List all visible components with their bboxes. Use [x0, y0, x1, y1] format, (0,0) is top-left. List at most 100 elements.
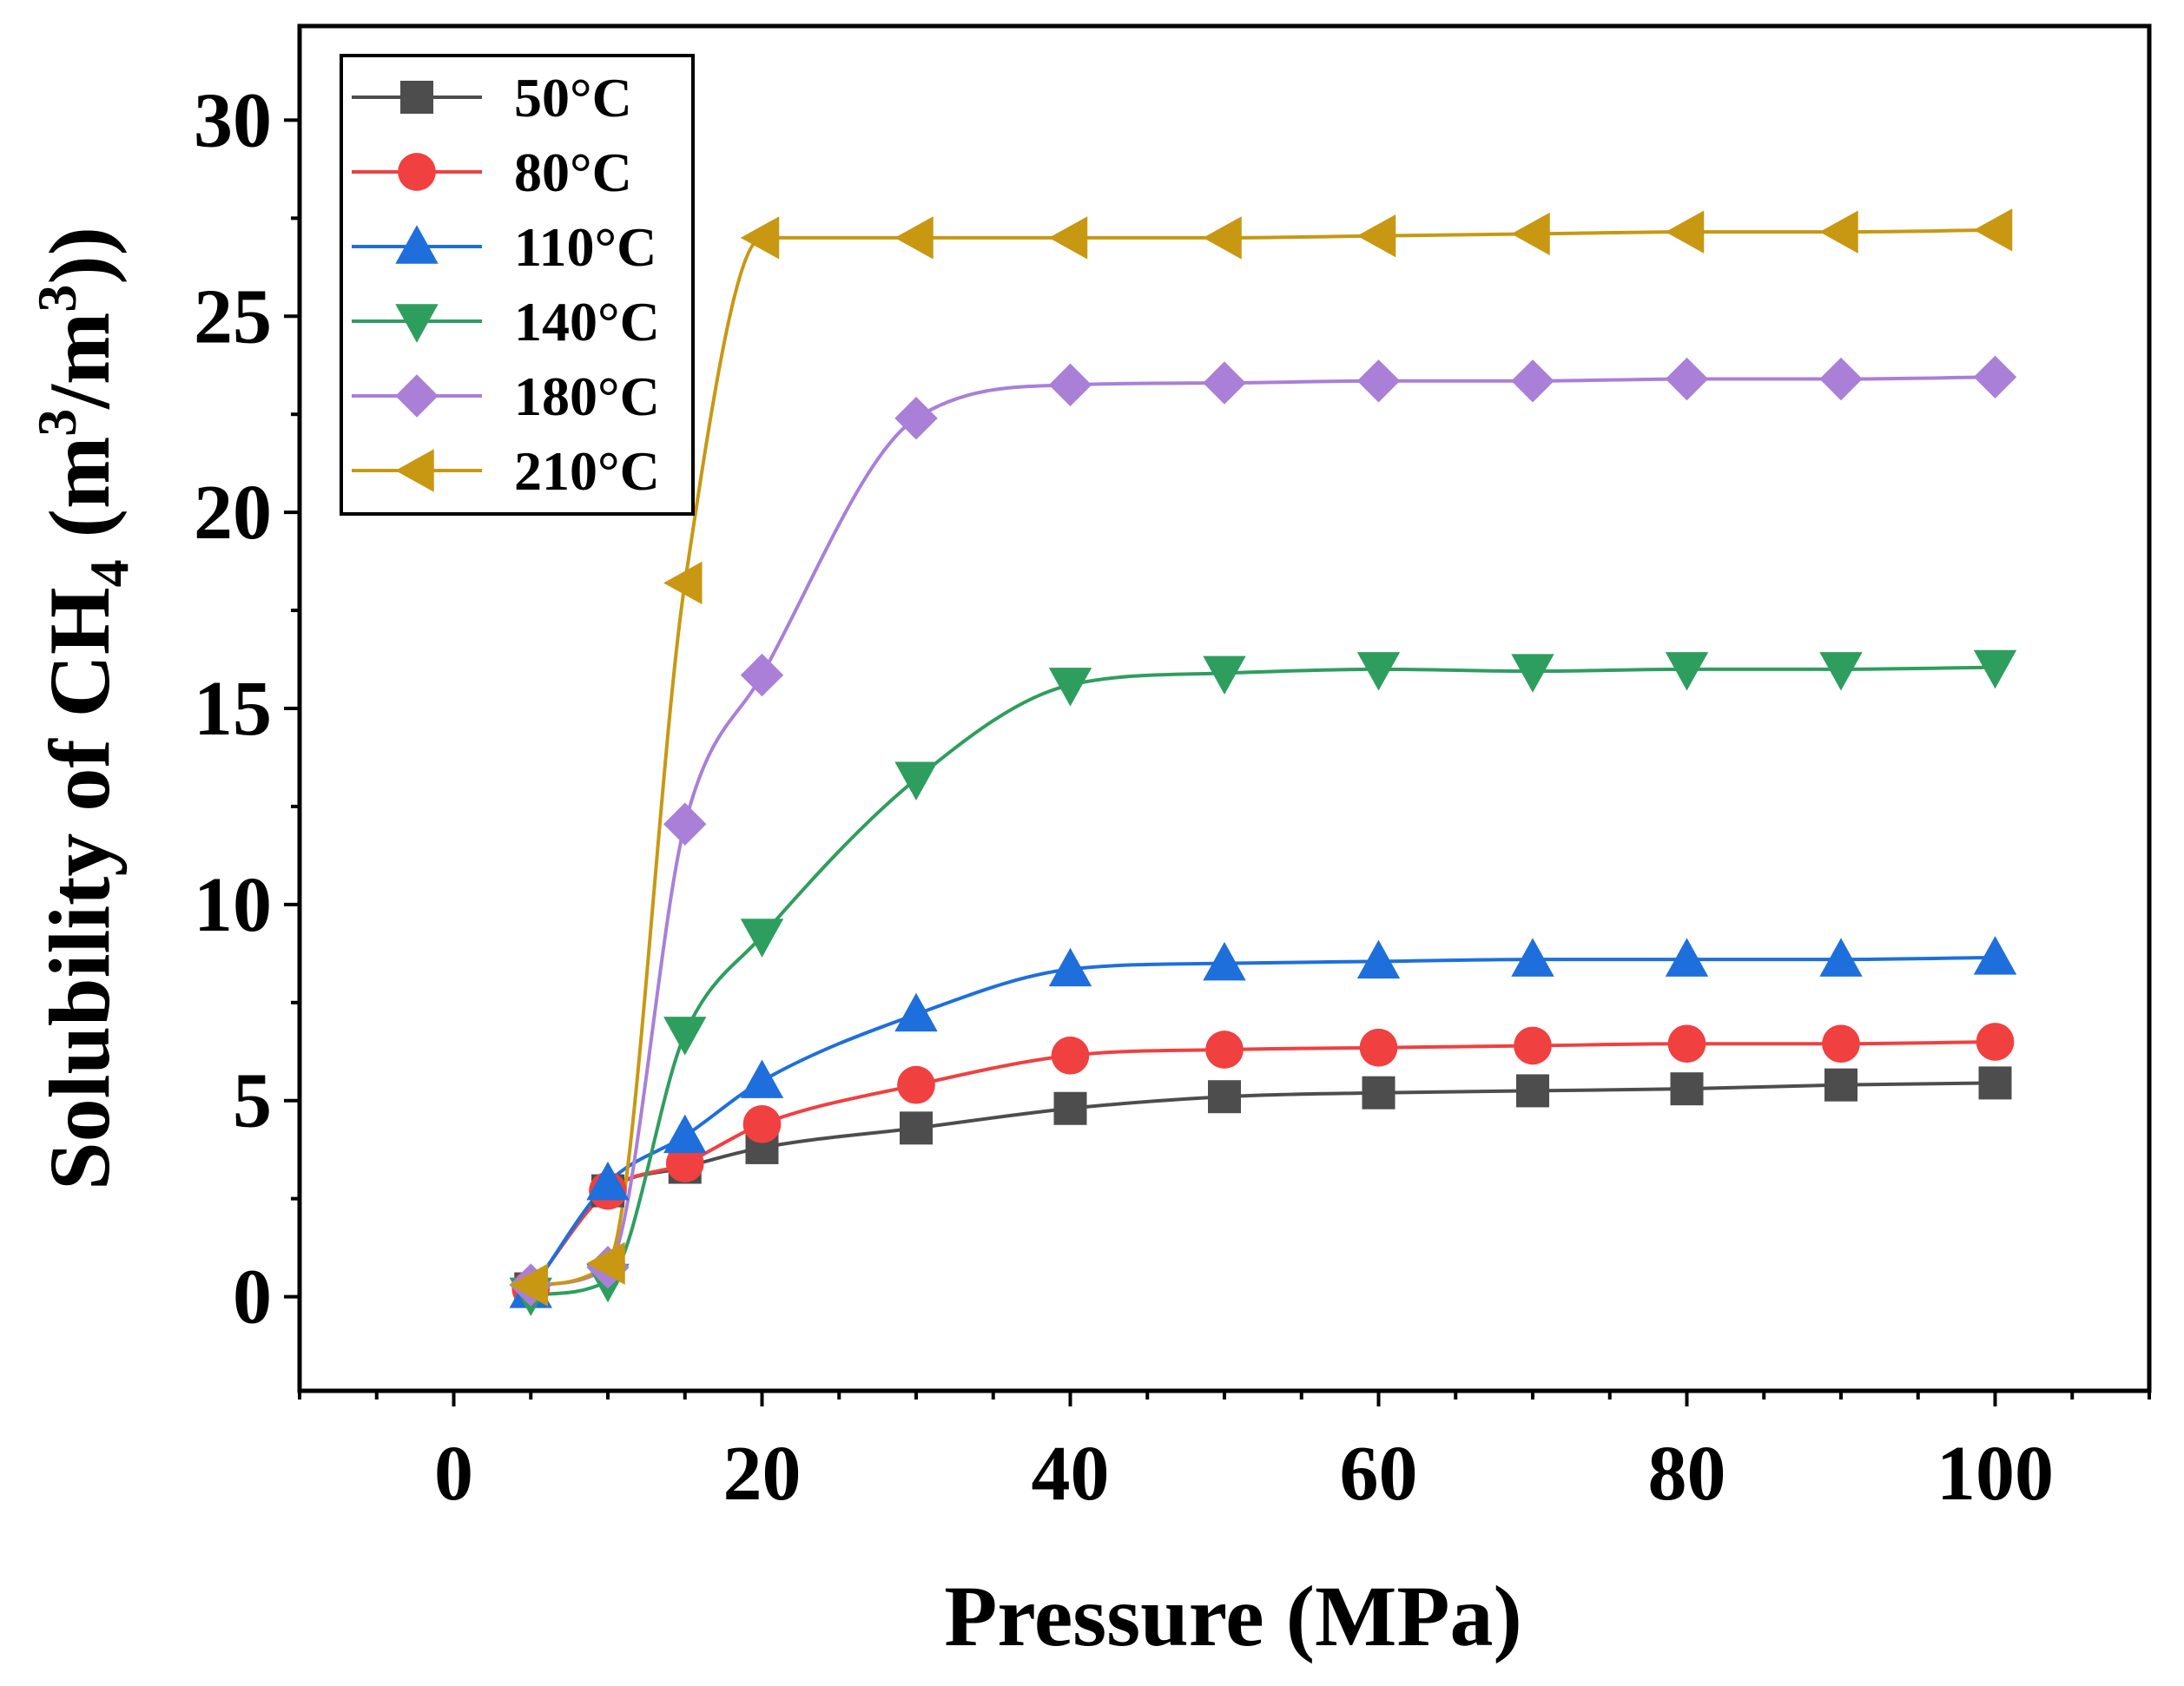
- data-point: [1048, 216, 1088, 260]
- data-point: [1819, 210, 1858, 254]
- data-point: [663, 1017, 707, 1056]
- x-tick-label: 20: [723, 1431, 802, 1517]
- y-axis-title-prefix: Solubility of CH: [31, 587, 128, 1190]
- data-point: [742, 1104, 782, 1143]
- plot-frame: [297, 23, 2152, 1393]
- data-point: [894, 761, 938, 801]
- data-point: [1665, 938, 1709, 977]
- y-axis-title-sub: 4: [78, 559, 140, 587]
- data-point: [1822, 1024, 1860, 1064]
- data-point: [1665, 652, 1709, 691]
- data-point: [897, 1065, 935, 1104]
- x-tick-label: 80: [1648, 1431, 1726, 1517]
- y-tick-label: 5: [233, 1058, 272, 1144]
- data-point: [1973, 208, 2013, 252]
- data-point: [1973, 355, 2017, 398]
- y-axis-title-sup2: 3: [26, 285, 88, 313]
- data-point: [894, 397, 938, 440]
- y-axis-title-mid2: /m: [31, 313, 128, 410]
- data-point: [1665, 357, 1709, 401]
- x-axis-title: Pressure (MPa): [944, 1568, 1522, 1664]
- data-point: [586, 1161, 630, 1201]
- tick-labels: 0 20 40 60 80 100 0 5 10 15 20 25 30: [194, 77, 2054, 1517]
- data-point: [1203, 216, 1242, 260]
- legend-label: 80°C: [514, 142, 632, 203]
- data-point: [1819, 938, 1863, 977]
- series-markers: [509, 208, 2017, 1317]
- data-point: [1362, 1076, 1396, 1110]
- data-point: [1511, 654, 1554, 693]
- y-tick-label: 0: [233, 1255, 272, 1340]
- data-point: [663, 1114, 707, 1154]
- data-point: [1208, 1080, 1241, 1114]
- legend: 50°C 80°C 110°C 140°C 180°C 210°C: [340, 54, 695, 516]
- legend-label: 50°C: [514, 67, 632, 128]
- y-axis-title: Solubility of CH4 (m3/m3)): [26, 227, 140, 1190]
- data-point: [663, 561, 703, 605]
- data-point: [1973, 936, 2017, 975]
- data-point: [740, 216, 780, 260]
- data-point: [1356, 359, 1401, 403]
- legend-marker: [395, 225, 439, 264]
- data-point: [1976, 1023, 2015, 1061]
- data-point: [894, 992, 938, 1032]
- data-point: [1511, 938, 1554, 977]
- data-point: [1048, 947, 1092, 987]
- data-point: [900, 1111, 933, 1145]
- y-axis-title-sup1: 3: [26, 409, 88, 437]
- y-tick-label: 10: [194, 862, 272, 948]
- data-point: [1667, 1024, 1706, 1064]
- x-tick-label: 100: [1937, 1431, 2054, 1517]
- data-point: [1051, 1036, 1090, 1075]
- data-point: [740, 919, 784, 958]
- data-point: [665, 1144, 704, 1182]
- y-tick-label: 25: [194, 273, 272, 359]
- series-line-2: [529, 1039, 1996, 1290]
- y-axis-title-suffix: )): [31, 227, 128, 285]
- data-point: [1203, 655, 1246, 695]
- data-point: [1356, 652, 1401, 691]
- x-tick-label: 40: [1032, 1431, 1110, 1517]
- data-point: [1048, 668, 1092, 707]
- data-point: [740, 653, 784, 697]
- data-point: [1511, 212, 1550, 256]
- data-point: [1048, 363, 1092, 407]
- data-point: [1516, 1074, 1549, 1108]
- data-point: [1205, 1031, 1244, 1069]
- data-point: [1819, 357, 1863, 401]
- data-point: [1670, 1072, 1704, 1106]
- legend-marker: [395, 304, 439, 343]
- legend-label: 110°C: [514, 216, 657, 278]
- data-point: [1514, 1026, 1552, 1065]
- legend-marker: [398, 153, 436, 191]
- data-point: [1359, 1028, 1398, 1067]
- legend-marker: [400, 81, 433, 114]
- y-tick-label: 30: [194, 77, 272, 163]
- data-point: [1356, 214, 1396, 258]
- y-tick-label: 20: [194, 470, 272, 556]
- data-point: [1203, 361, 1246, 405]
- data-point: [1511, 359, 1554, 403]
- legend-label: 210°C: [514, 440, 660, 502]
- series-line-4: [531, 665, 1996, 1297]
- data-point: [1819, 652, 1863, 691]
- y-axis-title-mid1: (m: [31, 437, 128, 560]
- data-point: [1053, 1091, 1087, 1125]
- legend-box: [340, 54, 695, 516]
- data-point: [740, 1059, 784, 1098]
- data-point: [509, 1263, 549, 1307]
- legend-marker: [395, 374, 439, 418]
- data-point: [586, 1241, 625, 1285]
- legend-label: 180°C: [514, 366, 660, 427]
- y-tick-label: 15: [194, 666, 272, 752]
- data-point: [1824, 1068, 1857, 1102]
- data-point: [1978, 1066, 2012, 1100]
- data-point: [1203, 941, 1246, 981]
- x-tick-label: 60: [1340, 1431, 1418, 1517]
- data-point: [663, 802, 707, 846]
- data-point: [1973, 649, 2017, 689]
- x-tick-label: 0: [434, 1431, 473, 1517]
- data-point: [1665, 210, 1705, 254]
- legend-marker: [395, 449, 434, 492]
